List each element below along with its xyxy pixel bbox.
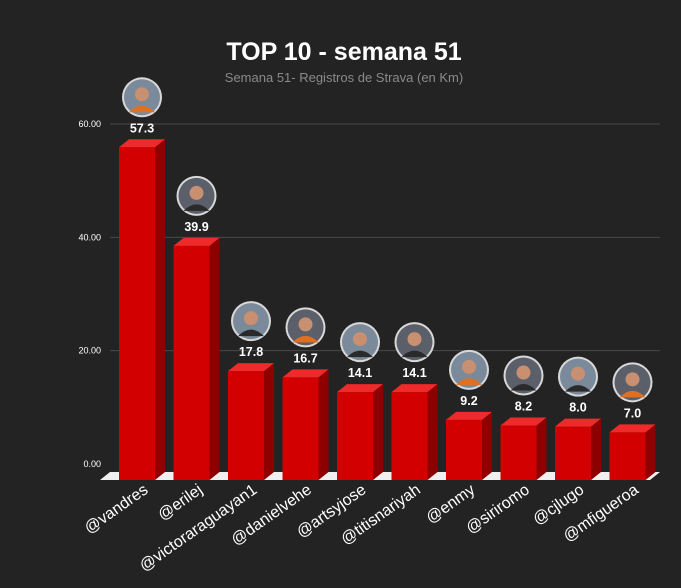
bar-side (209, 237, 220, 480)
bar (446, 411, 492, 480)
bar-front (173, 245, 210, 480)
bar (173, 237, 220, 480)
avatar-siriromo-icon (503, 355, 544, 396)
bar-front (337, 392, 373, 480)
bar-side (264, 363, 274, 480)
data-label: 7.0 (624, 406, 641, 420)
data-label: 8.2 (515, 400, 532, 414)
bar-side (155, 139, 165, 481)
bar-top (555, 418, 601, 427)
y-tick-label: 40.00 (78, 232, 101, 242)
data-label: 39.9 (184, 220, 208, 234)
avatar-cjlugo-icon (558, 356, 598, 397)
bar-front (282, 377, 319, 480)
avatar-artsyjose-icon (340, 322, 380, 363)
bar-top (282, 369, 329, 378)
bars (119, 139, 656, 481)
data-label: 16.7 (293, 351, 317, 365)
bar (500, 417, 547, 480)
avatar-enmy-icon (449, 349, 489, 390)
bar (555, 418, 601, 480)
avatar-mfigueroa-icon (612, 362, 653, 403)
bar-front (446, 419, 482, 480)
bar-top (446, 411, 492, 420)
avatar-vandres-icon (122, 77, 162, 118)
data-label: 57.3 (130, 121, 154, 135)
chart-title: TOP 10 - semana 51 (226, 38, 461, 66)
bar (609, 424, 656, 480)
bar-front (391, 392, 428, 480)
bar-side (427, 384, 438, 480)
bar-front (609, 432, 646, 480)
avatar-danielvehe-icon (285, 307, 326, 348)
bar (337, 384, 383, 480)
avatar-victoraraguayan1-icon (231, 301, 271, 342)
bar-side (318, 369, 329, 480)
data-label: 17.8 (239, 345, 263, 359)
bar-top (119, 139, 165, 148)
bar-top (228, 363, 274, 372)
x-tick-label: @vandres (82, 481, 152, 537)
bar-top (337, 384, 383, 393)
chart-subtitle: Semana 51- Registros de Strava (en Km) (225, 70, 463, 85)
bar-top (391, 384, 438, 393)
bar-top (173, 237, 220, 246)
bar-front (119, 147, 155, 481)
bar-side (536, 417, 547, 480)
bar-top (500, 417, 547, 426)
y-tick-label: 0.00 (83, 459, 101, 469)
bar-front (555, 426, 591, 480)
bar-side (482, 411, 492, 480)
bar (228, 363, 274, 480)
bar (119, 139, 165, 481)
avatar-erilej-icon (176, 175, 217, 216)
y-tick-label: 20.00 (78, 346, 101, 356)
bar-side (373, 384, 383, 480)
data-label: 8.0 (569, 401, 586, 415)
bar-front (500, 425, 537, 480)
bar (282, 369, 329, 480)
bar-side (591, 418, 601, 480)
data-label: 14.1 (348, 366, 372, 380)
data-label: 14.1 (402, 366, 426, 380)
y-tick-label: 60.00 (78, 119, 101, 129)
bar-front (228, 371, 264, 480)
bar-top (609, 424, 656, 433)
bar (391, 384, 438, 480)
avatar-titisnariyah-icon (394, 322, 435, 363)
bar-side (645, 424, 656, 480)
data-label: 9.2 (460, 394, 477, 408)
